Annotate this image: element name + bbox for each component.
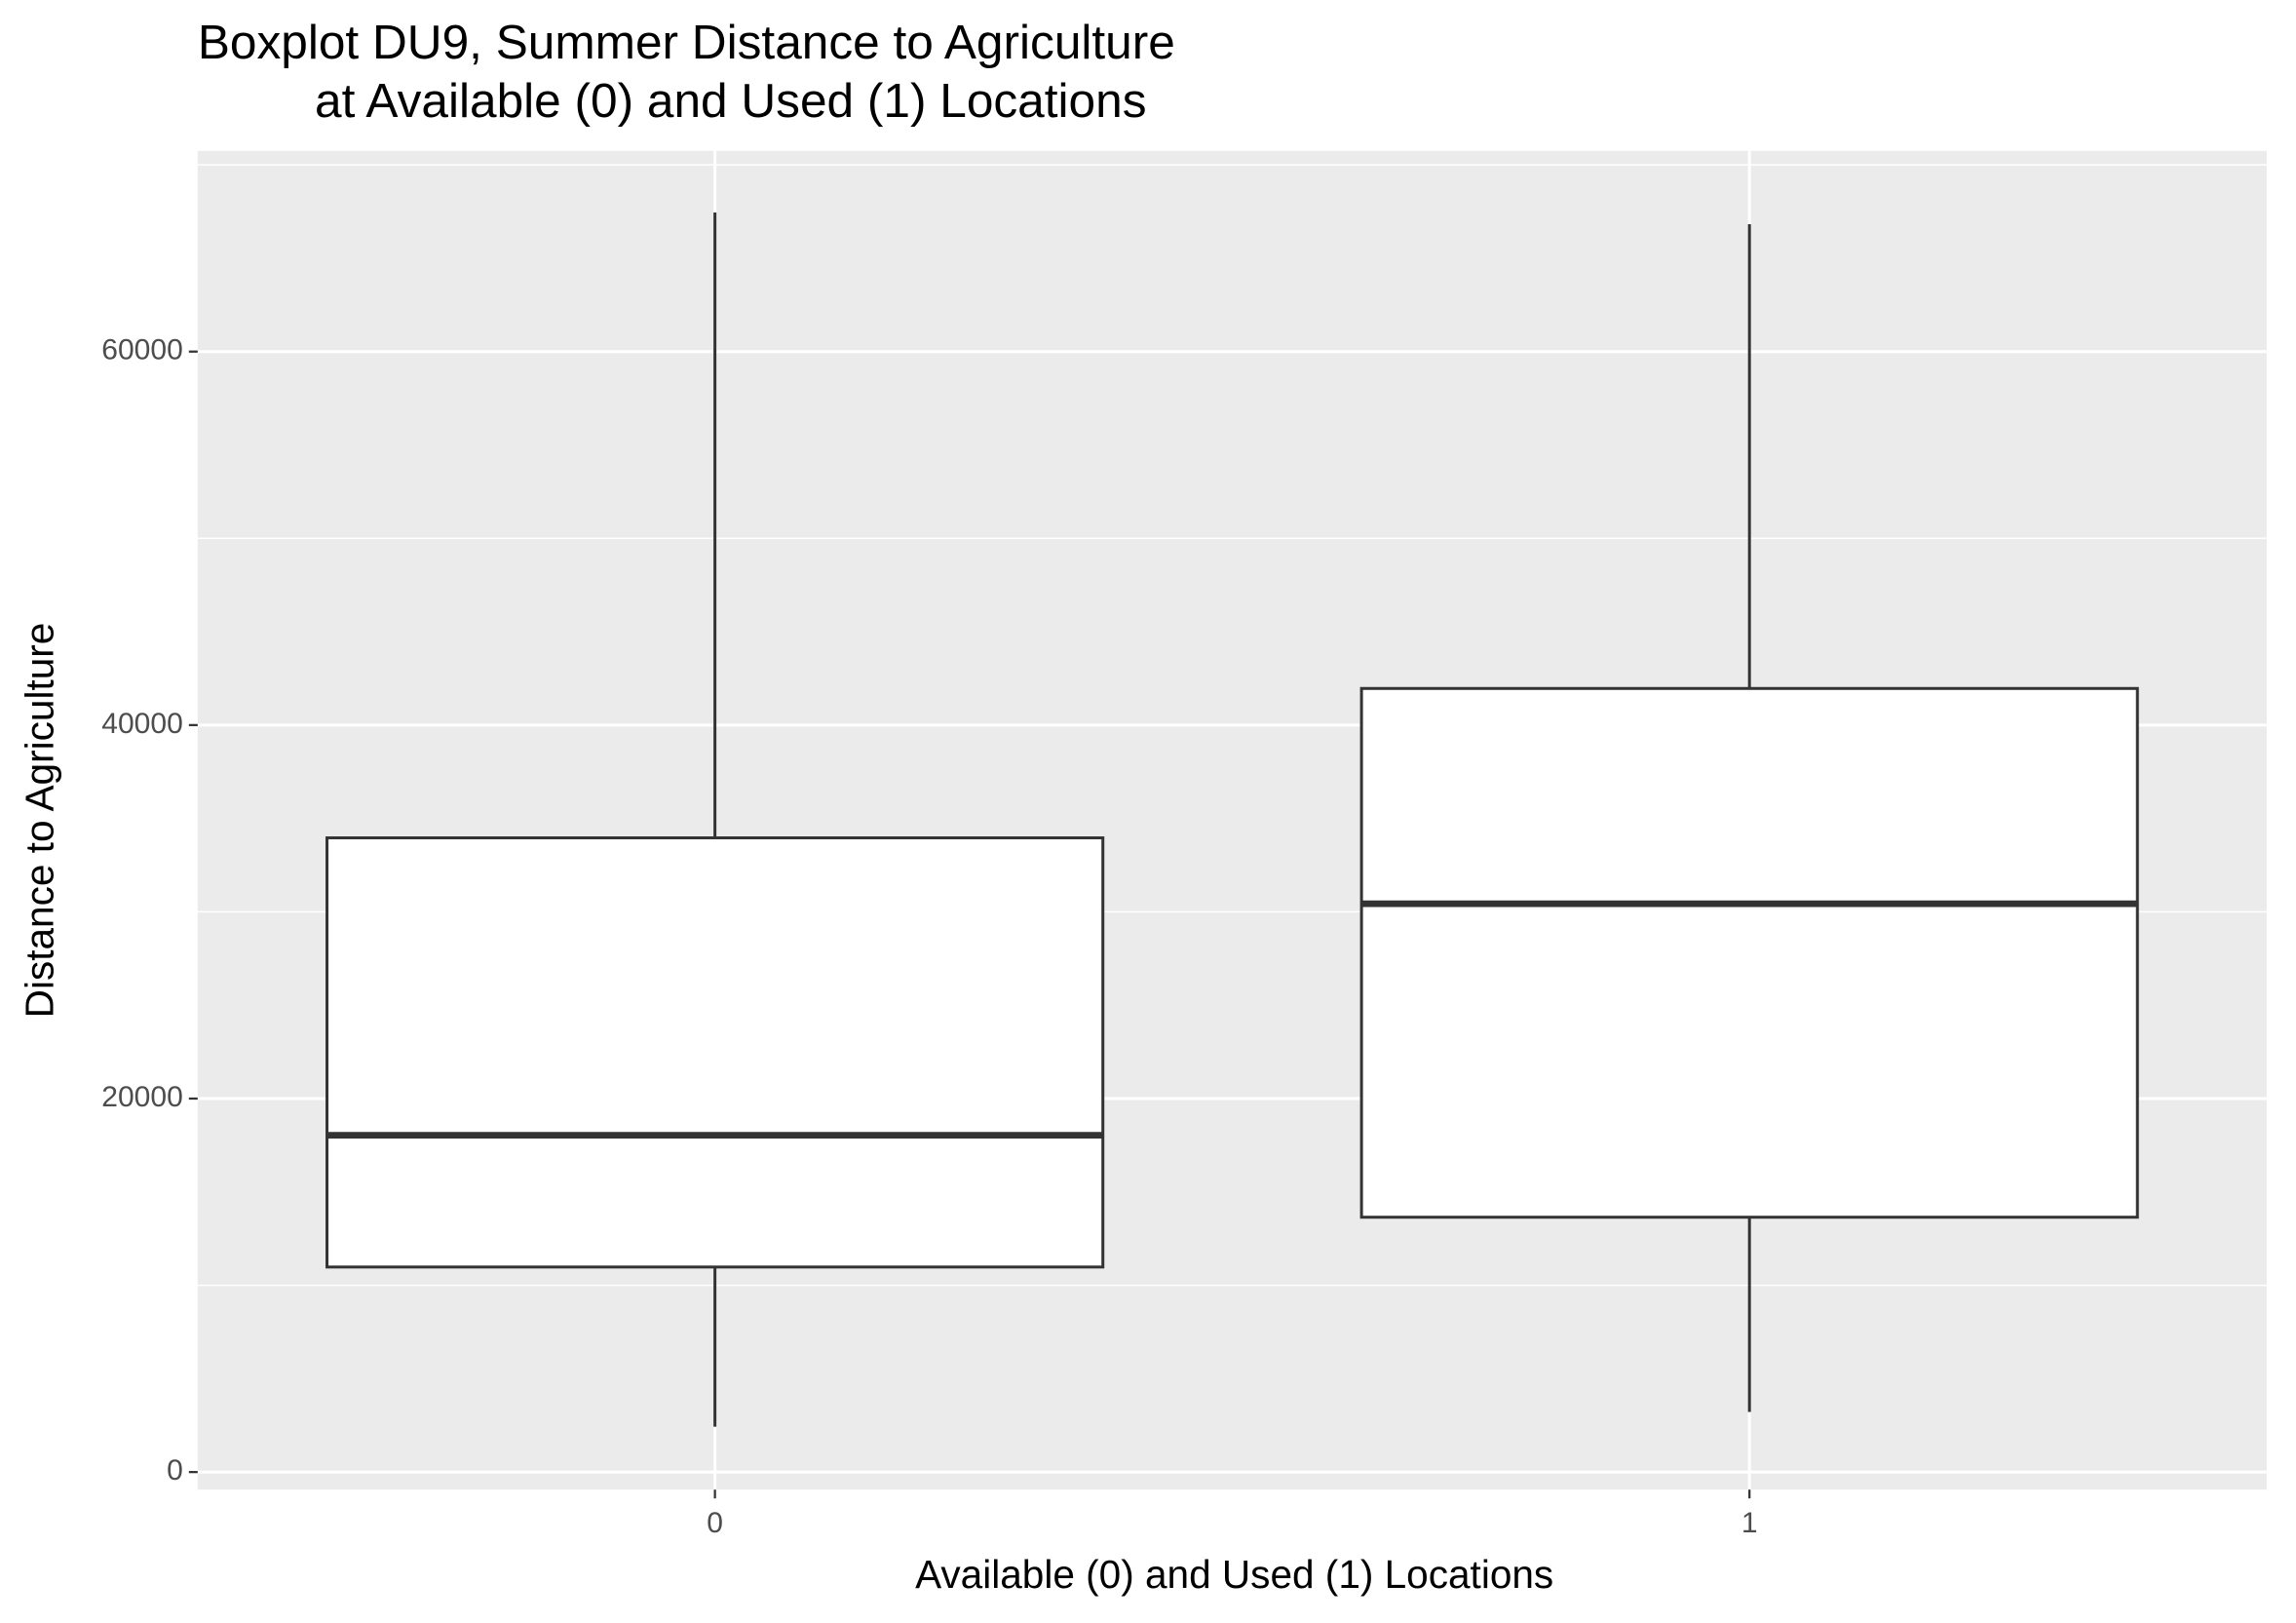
box (325, 836, 1105, 1269)
chart-title: Boxplot DU9, Summer Distance to Agricult… (198, 15, 1175, 69)
x-tick-label: 1 (1741, 1507, 1758, 1539)
y-tick-label: 20000 (101, 1081, 183, 1113)
y-tick-label: 40000 (101, 708, 183, 740)
y-axis-title: Distance to Agriculture (17, 623, 61, 1019)
chart-title: at Available (0) and Used (1) Locations (315, 73, 1146, 128)
y-tick-label: 60000 (101, 334, 183, 367)
y-tick-label: 0 (167, 1454, 183, 1487)
x-axis-title: Available (0) and Used (1) Locations (915, 1552, 1553, 1597)
box (1359, 686, 2139, 1219)
x-tick-label: 0 (707, 1507, 723, 1539)
